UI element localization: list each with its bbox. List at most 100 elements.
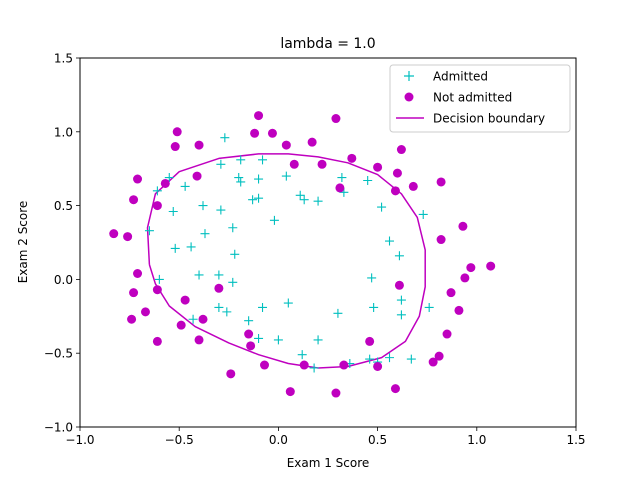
admitted-point [369, 302, 379, 312]
admitted-point [254, 193, 264, 203]
not-admitted-point [307, 137, 317, 147]
y-tick-label: 1.0 [54, 125, 73, 139]
not-admitted-point [152, 285, 162, 295]
not-admitted-point [180, 295, 190, 305]
not-admitted-point [335, 183, 345, 193]
y-axis-label: Exam 2 Score [16, 201, 30, 284]
admitted-point [385, 236, 395, 246]
admitted-point [244, 316, 254, 326]
not-admitted-point [260, 360, 270, 370]
not-admitted-point [317, 159, 327, 169]
legend-item-admitted: Admitted [404, 70, 488, 84]
legend-frame [389, 64, 571, 133]
plot-frame [79, 57, 577, 428]
admitted-point [220, 133, 230, 143]
not-admitted-point [194, 335, 204, 345]
not-admitted-point [172, 127, 182, 137]
not-admitted-point [392, 168, 402, 178]
admitted-point [337, 173, 347, 183]
admitted-point [230, 249, 240, 259]
admitted-point [396, 310, 406, 320]
not-admitted-point [140, 307, 150, 317]
chart-title: lambda = 1.0 [280, 36, 375, 52]
x-tick-label: 1.5 [566, 433, 585, 447]
not-admitted-point [127, 314, 137, 324]
not-admitted-point [194, 140, 204, 150]
x-tick-label: −0.5 [165, 433, 194, 447]
admitted-point [194, 270, 204, 280]
admitted-point [281, 171, 291, 181]
not-admitted-point [466, 263, 476, 273]
y-tick-label: −0.5 [44, 347, 73, 361]
not-admitted-point [458, 221, 468, 231]
not-admitted-point [281, 140, 291, 150]
admitted-point [258, 302, 268, 312]
not-admitted-point [267, 128, 277, 138]
admitted-point [333, 308, 343, 318]
legend-label-decision-boundary: Decision boundary [433, 112, 545, 126]
x-axis-label: Exam 1 Score [287, 456, 370, 470]
admitted-point [273, 335, 283, 345]
admitted-point [170, 243, 180, 253]
legend: Admitted Not admitted Decision boundary [389, 64, 571, 133]
not-admitted-point [331, 114, 341, 124]
not-admitted-point [250, 128, 260, 138]
admitted-point [299, 195, 309, 205]
admitted-point [258, 155, 268, 165]
plus-marker-icon [404, 71, 414, 81]
not-admitted-point [365, 336, 375, 346]
admitted-point [236, 155, 246, 165]
admitted-point [418, 209, 428, 219]
not-admitted-point [373, 162, 383, 172]
not-admitted-point [246, 341, 256, 351]
not-admitted-point [160, 178, 170, 188]
admitted-point [385, 353, 395, 363]
not-admitted-point [129, 288, 139, 298]
admitted-point [365, 354, 375, 364]
not-admitted-point [347, 153, 357, 163]
not-admitted-point [331, 388, 341, 398]
admitted-point [152, 186, 162, 196]
not-admitted-point [390, 186, 400, 196]
y-tick-label: 0.0 [54, 273, 73, 287]
not-admitted-point [170, 142, 180, 152]
admitted-point [164, 173, 174, 183]
admitted-point [254, 174, 264, 184]
admitted-point [309, 363, 319, 373]
admitted-point [363, 176, 373, 186]
legend-item-decision-boundary: Decision boundary [396, 112, 545, 126]
not-admitted-point [434, 351, 444, 361]
not-admitted-point [133, 268, 143, 278]
admitted-series [144, 133, 434, 373]
not-admitted-point [454, 305, 464, 315]
admitted-point [313, 196, 323, 206]
not-admitted-point [152, 201, 162, 211]
admitted-point [394, 251, 404, 261]
not-admitted-point [428, 357, 438, 367]
not-admitted-point [123, 232, 133, 242]
admitted-point [198, 201, 208, 211]
y-tick-label: 1.5 [54, 52, 73, 66]
admitted-point [254, 333, 264, 343]
admitted-point [234, 173, 244, 183]
not-admitted-point [299, 360, 309, 370]
not-admitted-point [436, 177, 446, 187]
x-tick-label: 0.0 [269, 433, 288, 447]
decision-boundary-line [146, 153, 426, 369]
not-admitted-point [285, 387, 295, 397]
not-admitted-point [396, 145, 406, 155]
admitted-point [154, 274, 164, 284]
admitted-point [269, 215, 279, 225]
not-admitted-point [373, 361, 383, 371]
admitted-point [216, 205, 226, 215]
admitted-point [214, 270, 224, 280]
not-admitted-point [460, 273, 470, 283]
x-tick-label: −1.0 [65, 433, 94, 447]
not-admitted-point [129, 195, 139, 205]
y-tick-label: −1.0 [44, 421, 73, 435]
plot-area [109, 111, 496, 398]
admitted-point [200, 229, 210, 239]
y-tick-label: 0.5 [54, 199, 73, 213]
y-axis-ticks: −1.0 −0.5 0.0 0.5 1.0 1.5 [44, 52, 80, 435]
not-admitted-point [198, 314, 208, 324]
